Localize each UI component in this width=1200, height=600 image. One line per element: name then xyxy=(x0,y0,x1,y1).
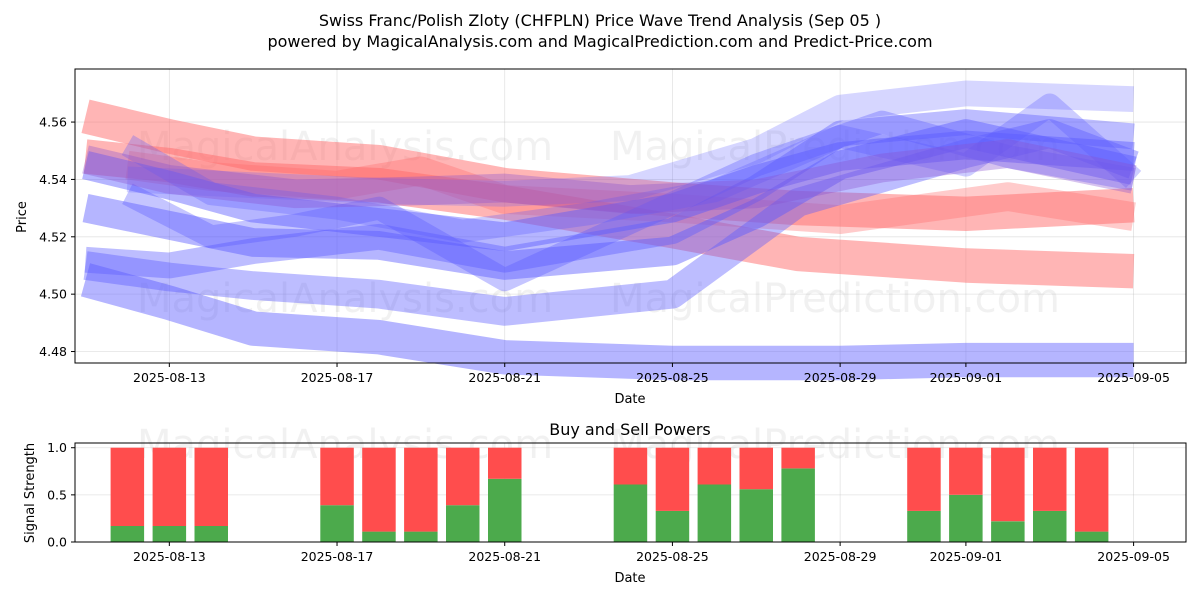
price-y-tick-label: 4.48 xyxy=(39,344,67,359)
buy-sell-y-tick-label: 0.5 xyxy=(47,487,67,502)
buy-sell-y-axis-label: Signal Strength xyxy=(23,443,38,543)
chart-subtitle: powered by MagicalAnalysis.com and Magic… xyxy=(267,32,932,51)
sell-bar xyxy=(110,447,145,526)
buy-bar xyxy=(1074,531,1109,542)
price-x-tick-label: 2025-09-05 xyxy=(1097,370,1170,385)
sell-bar xyxy=(907,447,941,511)
price-x-tick-label: 2025-08-17 xyxy=(301,370,374,385)
wave-band-blue-wave-5 xyxy=(83,119,1139,326)
price-x-tick-label: 2025-08-21 xyxy=(468,370,541,385)
buy-bar xyxy=(739,489,773,542)
price-y-ticks: 4.48 4.50 4.52 4.54 4.56 xyxy=(39,115,75,359)
price-y-tick-label: 4.52 xyxy=(39,229,67,244)
price-waves xyxy=(80,80,1142,381)
sell-bar xyxy=(404,447,438,532)
price-y-tick-label: 4.54 xyxy=(39,172,67,187)
wave-band-blue-wave-8 xyxy=(126,80,1135,207)
buy-bar xyxy=(446,505,480,542)
sell-bar xyxy=(781,447,815,469)
sell-bar xyxy=(991,447,1025,522)
price-x-tick-label: 2025-08-25 xyxy=(636,370,709,385)
wave-band-blue-wave-7 xyxy=(121,93,1142,243)
watermark-analysis-top-2: MagicalAnalysis.com xyxy=(137,276,553,322)
sell-bar xyxy=(194,447,228,526)
price-y-tick-label: 4.50 xyxy=(39,287,67,302)
buy-bar xyxy=(991,521,1025,542)
buy-sell-plot-frame xyxy=(74,442,1187,543)
price-x-tick-label: 2025-09-01 xyxy=(930,370,1003,385)
buy-bar xyxy=(949,494,983,542)
watermark-prediction-top-2: MagicalPrediction.com xyxy=(610,276,1060,322)
buy-sell-x-axis-label: Date xyxy=(614,571,645,586)
buy-sell-x-tick-label: 2025-08-29 xyxy=(804,549,877,564)
buy-bar xyxy=(697,484,732,542)
sell-bar xyxy=(152,447,187,526)
buy-bar xyxy=(1033,510,1067,542)
buy-sell-bars xyxy=(110,447,1109,542)
wave-band-blue-wave-3 xyxy=(84,109,1135,279)
buy-bar xyxy=(613,484,648,542)
wave-band-blue-wave-6 xyxy=(122,110,1136,292)
price-wave-chart: MagicalAnalysis.com MagicalPrediction.co… xyxy=(15,68,1187,407)
price-x-tick-label: 2025-08-29 xyxy=(804,370,877,385)
sell-bar xyxy=(362,447,396,532)
buy-bar xyxy=(152,526,187,542)
wave-band-blue-wave-1 xyxy=(82,130,1135,252)
sell-bar xyxy=(446,447,480,506)
price-y-tick-label: 4.56 xyxy=(39,115,67,130)
price-x-ticks: 2025-08-13 2025-08-17 2025-08-21 2025-08-25… xyxy=(133,363,1170,385)
wave-band-purple-overlap xyxy=(82,139,1137,214)
buy-sell-x-tick-label: 2025-09-05 xyxy=(1097,549,1170,564)
price-x-tick-label: 2025-08-13 xyxy=(133,370,206,385)
buy-bar xyxy=(488,478,522,542)
sell-bar xyxy=(488,447,522,479)
buy-sell-x-tick-label: 2025-08-13 xyxy=(133,549,206,564)
sell-bar xyxy=(1033,447,1067,511)
buy-sell-x-ticks: 2025-08-13 2025-08-17 2025-08-21 2025-08-25… xyxy=(133,542,1170,564)
buy-bar xyxy=(320,505,354,542)
watermark-prediction-top-1: MagicalPrediction.com xyxy=(610,124,1060,170)
sell-bar xyxy=(655,447,690,511)
sell-bar xyxy=(1074,447,1109,532)
wave-band-red-wave-lower xyxy=(83,139,1135,289)
sell-bar xyxy=(697,447,732,485)
buy-sell-x-tick-label: 2025-08-17 xyxy=(301,549,374,564)
buy-sell-y-tick-label: 1.0 xyxy=(47,440,67,455)
wave-band-blue-wave-2 xyxy=(82,119,1137,280)
buy-bar xyxy=(110,526,145,542)
price-plot-frame xyxy=(74,68,1187,364)
buy-sell-y-tick-label: 0.0 xyxy=(47,535,67,550)
price-y-axis-label: Price xyxy=(15,201,30,233)
sell-bar xyxy=(739,447,773,490)
buy-bar xyxy=(194,526,228,542)
buy-sell-x-tick-label: 2025-08-25 xyxy=(636,549,709,564)
buy-bar xyxy=(781,468,815,542)
buy-sell-title: Buy and Sell Powers xyxy=(549,420,711,439)
sell-bar xyxy=(949,447,983,495)
price-x-axis-label: Date xyxy=(614,392,645,407)
buy-bar xyxy=(362,531,396,542)
buy-sell-chart: Buy and Sell Powers MagicalAnalysis.com … xyxy=(23,420,1187,586)
buy-bar xyxy=(655,510,690,542)
buy-bar xyxy=(404,531,438,542)
sell-bar xyxy=(613,447,648,485)
buy-bar xyxy=(907,510,941,542)
chart-title: Swiss Franc/Polish Zloty (CHFPLN) Price … xyxy=(319,11,881,30)
buy-sell-x-tick-label: 2025-08-21 xyxy=(468,549,541,564)
wave-band-red-wave-mid xyxy=(125,150,1136,234)
wave-band-blue-wave-4 xyxy=(80,263,1134,381)
buy-sell-y-ticks: 0.0 0.5 1.0 xyxy=(47,440,75,550)
sell-bar xyxy=(320,447,354,506)
buy-sell-x-tick-label: 2025-09-01 xyxy=(930,549,1003,564)
